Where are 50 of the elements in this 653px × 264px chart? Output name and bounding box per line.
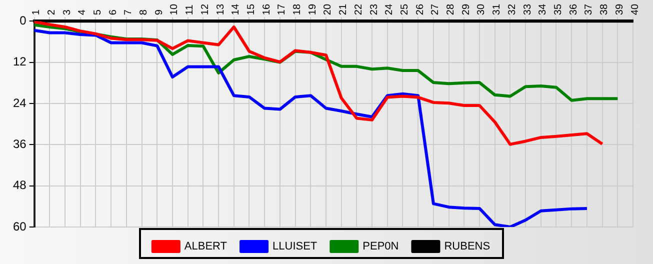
x-tick-label: 9 <box>154 9 165 16</box>
x-tick-label: 16 <box>261 4 272 16</box>
x-tick-label: 27 <box>430 4 442 16</box>
x-tick-label: 34 <box>538 4 549 16</box>
x-tick-label: 22 <box>353 4 364 16</box>
legend-label: LLUISET <box>272 240 318 253</box>
legend-label: RUBENS <box>444 240 490 253</box>
x-tick-label: 19 <box>307 4 318 16</box>
x-tick-label: 40 <box>630 4 641 16</box>
y-tick-label: 24 <box>12 96 27 110</box>
legend-label: ALBERT <box>184 240 228 253</box>
x-tick-label: 38 <box>599 4 610 16</box>
x-tick-label: 6 <box>108 9 119 16</box>
y-tick-label: 60 <box>12 219 27 234</box>
x-tick-label: 25 <box>400 4 410 16</box>
x-tick-label: 29 <box>460 4 472 16</box>
x-tick-label: 23 <box>368 4 380 16</box>
x-tick-label: 14 <box>230 4 242 16</box>
x-tick-label: 28 <box>446 4 457 16</box>
x-tick-label: 39 <box>614 4 626 16</box>
x-tick-label: 37 <box>584 4 595 16</box>
x-tick-label: 30 <box>476 4 488 16</box>
x-tick-label: 10 <box>169 4 180 16</box>
x-tick-label: 1 <box>31 9 42 16</box>
x-tick-label: 8 <box>138 9 150 16</box>
x-tick-label: 7 <box>123 9 134 16</box>
x-tick-label: 35 <box>553 4 564 16</box>
x-tick-label: 4 <box>77 9 88 16</box>
x-tick-label: 26 <box>414 4 426 16</box>
legend-label: PEP0N <box>362 240 399 253</box>
y-tick-label: 0 <box>20 13 27 28</box>
x-tick-label: 12 <box>200 4 211 16</box>
x-tick-label: 18 <box>292 4 304 16</box>
x-tick-label: 3 <box>62 9 73 16</box>
x-tick-label: 33 <box>522 4 534 16</box>
x-tick-label: 11 <box>184 4 196 16</box>
x-tick-label: 20 <box>322 4 334 16</box>
y-tick-label: 36 <box>12 136 27 151</box>
x-tick-label: 13 <box>215 4 226 16</box>
x-tick-label: 21 <box>338 4 350 16</box>
x-tick-label: 15 <box>246 4 257 16</box>
x-tick-label: 31 <box>492 4 503 16</box>
y-tick-label: 48 <box>12 178 27 192</box>
x-tick-label: 24 <box>384 4 396 16</box>
x-tick-label: 36 <box>568 4 580 16</box>
x-tick-label: 32 <box>506 4 518 16</box>
x-tick-label: 2 <box>46 9 58 16</box>
x-tick-label: 5 <box>92 9 104 16</box>
y-tick-label: 12 <box>12 54 27 69</box>
x-tick-label: 17 <box>276 4 288 16</box>
